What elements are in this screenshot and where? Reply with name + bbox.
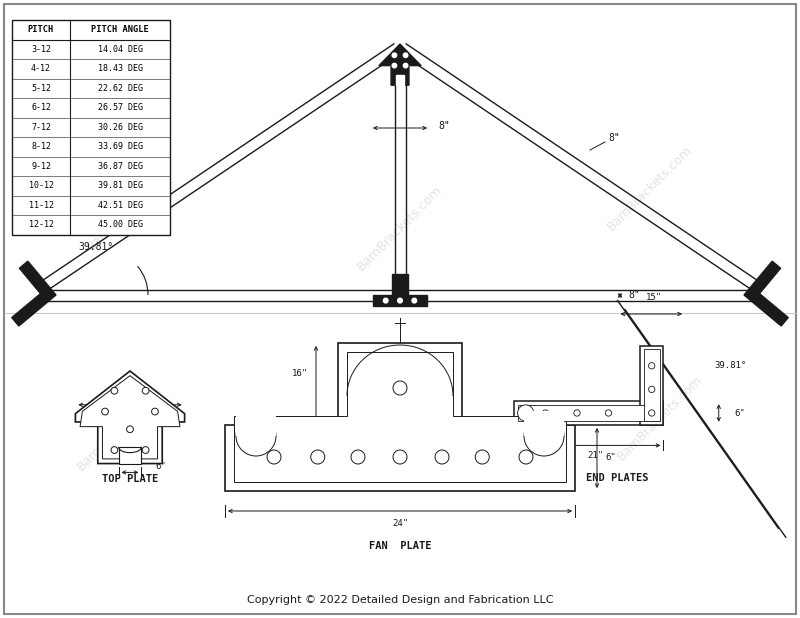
Text: 24": 24" [392,520,408,528]
Polygon shape [75,371,185,464]
Text: 45.00 DEG: 45.00 DEG [98,220,142,229]
Text: BarnBrackets.com: BarnBrackets.com [85,163,175,253]
Bar [392,274,408,295]
Circle shape [111,387,118,394]
Text: 3-12: 3-12 [31,44,51,54]
Text: 6": 6" [606,452,616,462]
Text: FAN  PLATE: FAN PLATE [369,541,431,551]
Circle shape [151,408,158,415]
Bar [12,20,170,234]
Circle shape [111,447,118,454]
Circle shape [398,298,402,303]
Circle shape [393,381,407,395]
Text: 6": 6" [734,408,746,418]
Polygon shape [80,376,180,459]
Circle shape [310,450,325,464]
Text: 42.51 DEG: 42.51 DEG [98,201,142,210]
Bar [373,295,427,307]
Text: BarnBrackets.com: BarnBrackets.com [355,183,445,273]
Bar [518,405,660,421]
Text: 39.81°: 39.81° [714,361,746,370]
Text: 39.81 DEG: 39.81 DEG [98,181,142,190]
Text: 15.5": 15.5" [105,390,132,399]
Circle shape [383,298,388,303]
Circle shape [606,410,612,416]
Text: 36.87 DEG: 36.87 DEG [98,162,142,171]
Text: 8-12: 8-12 [31,142,51,151]
Circle shape [351,450,365,464]
Circle shape [574,410,580,416]
Polygon shape [396,75,404,85]
Text: 10-12: 10-12 [29,181,54,190]
Text: 26.57 DEG: 26.57 DEG [98,103,142,112]
Circle shape [102,408,109,415]
Circle shape [403,53,408,57]
Text: END PLATES: END PLATES [586,473,649,483]
Polygon shape [379,44,421,85]
Text: PITCH ANGLE: PITCH ANGLE [91,25,149,34]
Text: TOP PLATE: TOP PLATE [102,474,158,484]
Text: 39.81°: 39.81° [78,242,114,252]
Text: BarnBrackets.com: BarnBrackets.com [75,383,165,473]
Text: 8": 8" [608,133,620,143]
Bar [524,411,564,436]
Circle shape [126,426,134,433]
Bar [514,401,663,425]
Text: 11-12: 11-12 [29,201,54,210]
Text: 18.43 DEG: 18.43 DEG [98,64,142,74]
Text: BarnBrackets.com: BarnBrackets.com [605,143,695,233]
Circle shape [649,386,655,392]
Circle shape [236,416,276,456]
Text: 8": 8" [628,290,640,300]
Circle shape [267,450,281,464]
Bar [236,411,276,436]
Circle shape [393,450,407,464]
Polygon shape [12,261,56,326]
Circle shape [519,450,533,464]
Text: Copyright © 2022 Detailed Design and Fabrication LLC: Copyright © 2022 Detailed Design and Fab… [246,595,554,605]
Text: PITCH: PITCH [28,25,54,34]
Text: 16": 16" [292,368,308,378]
Text: 7-12: 7-12 [31,123,51,132]
Text: 22.62 DEG: 22.62 DEG [98,84,142,93]
Text: BarnBrackets.com: BarnBrackets.com [345,388,435,478]
Bar [643,349,660,421]
Circle shape [403,64,408,68]
Text: 14.04 DEG: 14.04 DEG [98,44,142,54]
Circle shape [475,450,490,464]
Text: 30.26 DEG: 30.26 DEG [98,123,142,132]
Circle shape [518,405,534,421]
Text: BarnBrackets.com: BarnBrackets.com [615,373,705,463]
Text: 33.69 DEG: 33.69 DEG [98,142,142,151]
Polygon shape [744,261,788,326]
Circle shape [435,450,449,464]
Text: 12-12: 12-12 [29,220,54,229]
Bar [118,447,142,464]
Text: 6": 6" [156,462,166,472]
Text: 5-12: 5-12 [31,84,51,93]
Bar [640,345,663,425]
Circle shape [392,53,397,57]
Circle shape [142,387,149,394]
Text: 21": 21" [587,451,603,460]
Circle shape [649,363,655,369]
Circle shape [392,64,397,68]
Text: 9-12: 9-12 [31,162,51,171]
Text: 15": 15" [646,294,662,302]
Circle shape [142,447,149,454]
Circle shape [412,298,417,303]
Polygon shape [225,343,575,491]
Polygon shape [234,352,566,482]
Text: 8": 8" [438,121,450,131]
Circle shape [524,416,564,456]
Text: 4-12: 4-12 [31,64,51,74]
Circle shape [542,410,549,416]
Circle shape [649,410,655,416]
Text: 6-12: 6-12 [31,103,51,112]
